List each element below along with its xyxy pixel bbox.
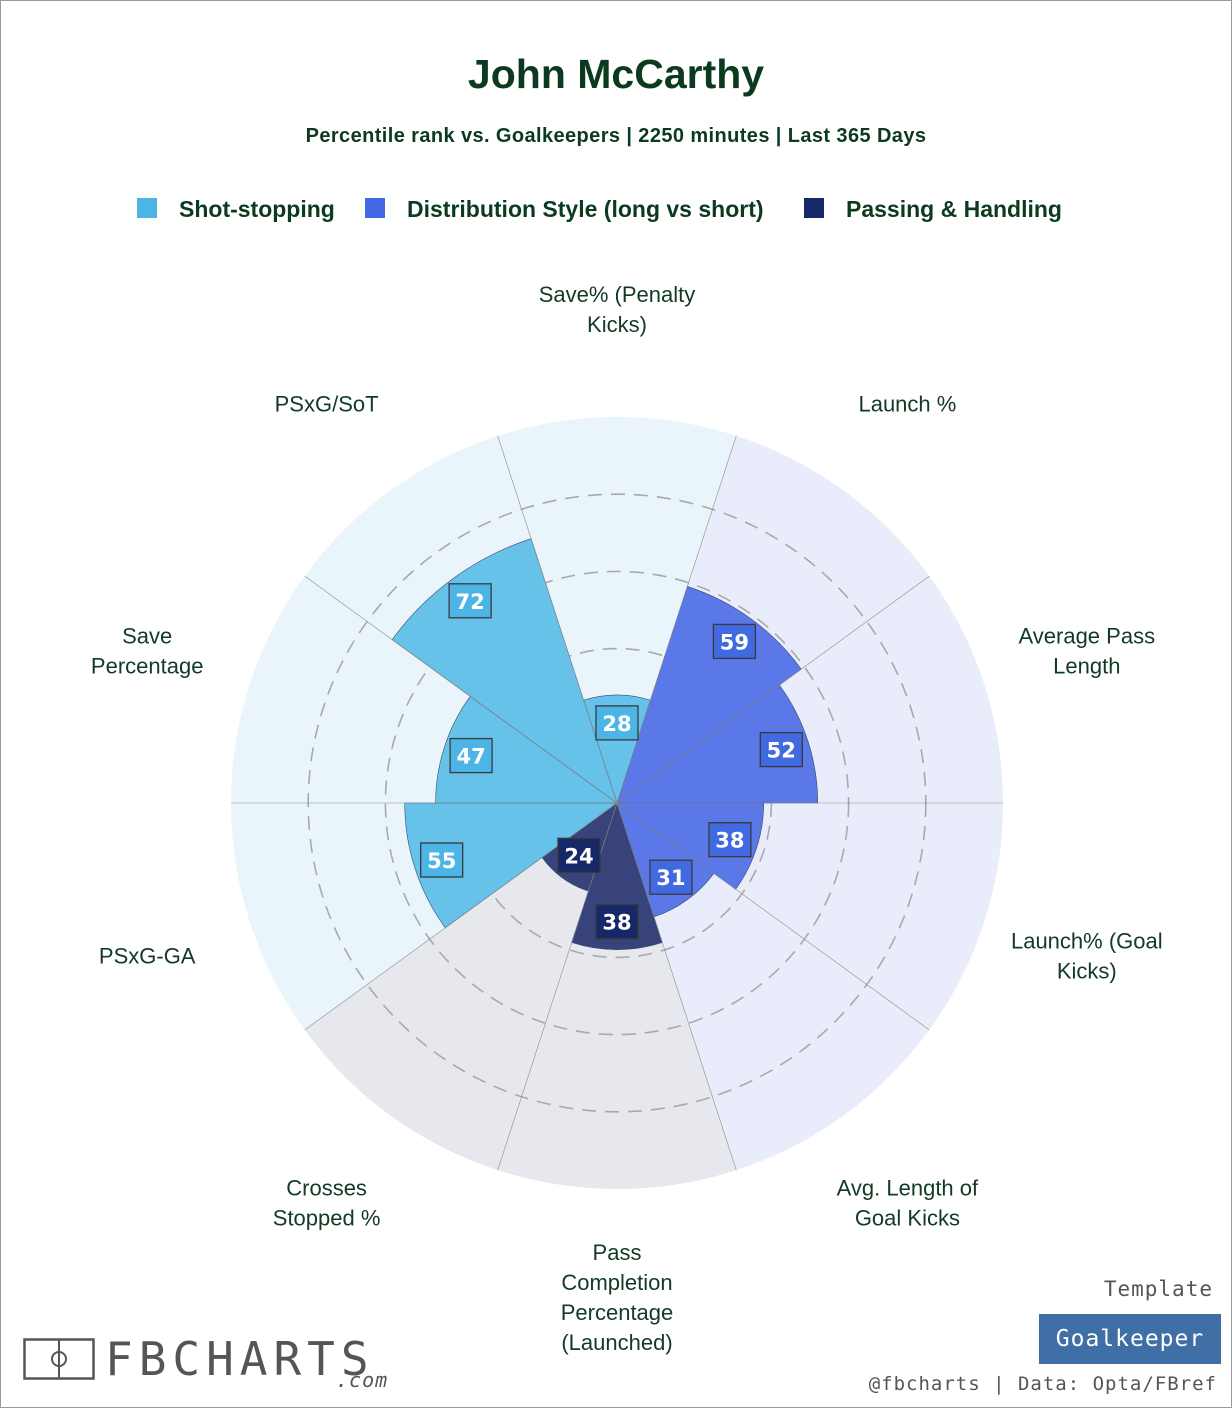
metric-label: Average Pass Length bbox=[1019, 623, 1156, 678]
value-label: 55 bbox=[427, 849, 456, 873]
legend-label: Passing & Handling bbox=[846, 196, 1062, 222]
sector-background bbox=[304, 803, 617, 1171]
bar bbox=[616, 684, 819, 804]
metric-label-line: Launch% (Goal bbox=[1011, 929, 1163, 954]
value-box bbox=[449, 737, 493, 774]
legend-swatch bbox=[137, 198, 157, 218]
metric-label-line: Avg. Length of bbox=[837, 1176, 979, 1201]
value-box bbox=[557, 837, 601, 873]
legend-swatch bbox=[804, 198, 824, 218]
value-label: 38 bbox=[715, 829, 744, 853]
value-label: 52 bbox=[767, 739, 796, 763]
metric-label: Avg. Length of Goal Kicks bbox=[837, 1176, 979, 1231]
metric-label: PSxG/SoT bbox=[275, 391, 379, 416]
value-box bbox=[448, 583, 492, 619]
metric-label-line: Pass bbox=[593, 1240, 642, 1265]
metric-label-line: Average Pass bbox=[1019, 623, 1156, 648]
sector-background bbox=[497, 803, 737, 1190]
metric-label-line: Save bbox=[122, 623, 172, 648]
value-box bbox=[712, 623, 757, 660]
value-label: 72 bbox=[455, 590, 484, 614]
legend-label: Shot-stopping bbox=[179, 196, 335, 222]
metric-label: Save% (Penalty Kicks) bbox=[539, 282, 696, 337]
sector-divider bbox=[616, 435, 737, 804]
metric-label-line: Launch % bbox=[858, 391, 956, 416]
sector-divider bbox=[616, 802, 737, 1171]
value-label: 59 bbox=[720, 630, 749, 654]
metric-label: Pass Completion Percentage (Launched) bbox=[561, 1240, 674, 1355]
value-box bbox=[595, 705, 639, 741]
bar bbox=[435, 695, 618, 804]
value-label: 24 bbox=[564, 844, 593, 868]
value-box bbox=[595, 904, 639, 940]
metric-label-line: Length bbox=[1053, 653, 1120, 678]
value-label: 38 bbox=[602, 911, 631, 935]
sector-divider bbox=[616, 575, 930, 804]
legend-label: Distribution Style (long vs short) bbox=[407, 196, 764, 222]
value-box bbox=[708, 822, 752, 858]
sector-divider bbox=[497, 435, 618, 804]
value-box bbox=[649, 859, 693, 895]
chart-subtitle: Percentile rank vs. Goalkeepers | 2250 m… bbox=[305, 125, 927, 147]
sector-divider bbox=[304, 575, 618, 804]
chart-title: John McCarthy bbox=[467, 51, 765, 97]
template-badge: Goalkeeper bbox=[1039, 1314, 1221, 1364]
metric-label-line: Percentage bbox=[91, 653, 204, 678]
metric-label: PSxG-GA bbox=[99, 944, 196, 969]
metric-label: Save Percentage bbox=[91, 623, 204, 678]
value-box bbox=[420, 842, 464, 878]
sector-background bbox=[617, 803, 930, 1171]
bar bbox=[404, 802, 618, 929]
metric-label-line: Goal Kicks bbox=[855, 1206, 960, 1231]
pitch-logo-icon bbox=[23, 1338, 95, 1380]
data-credit: @fbcharts | Data: Opta/FBref bbox=[868, 1373, 1217, 1395]
metric-label-line: Crosses bbox=[286, 1176, 367, 1201]
metric-label-line: Stopped % bbox=[273, 1206, 381, 1231]
metric-label-line: (Launched) bbox=[561, 1330, 672, 1355]
value-label: 31 bbox=[656, 866, 685, 890]
metric-label-line: Completion bbox=[561, 1270, 672, 1295]
sector-divider bbox=[616, 802, 930, 1031]
value-box bbox=[759, 731, 803, 768]
brand-name: FBCHARTS bbox=[105, 1332, 375, 1386]
value-label: 28 bbox=[602, 712, 631, 736]
bar bbox=[391, 538, 618, 804]
bar bbox=[571, 802, 663, 950]
metric-label: Launch% (Goal Kicks) bbox=[1011, 929, 1163, 984]
metric-label: Crosses Stopped % bbox=[273, 1176, 381, 1231]
sector-background bbox=[497, 416, 737, 803]
metric-label-line: PSxG-GA bbox=[99, 944, 196, 969]
metric-label-line: PSxG/SoT bbox=[275, 391, 379, 416]
metric-label-line: Percentage bbox=[561, 1300, 674, 1325]
metric-label-line: Kicks) bbox=[1057, 959, 1117, 984]
metric-label-line: Kicks) bbox=[587, 312, 647, 337]
metric-label: Launch % bbox=[858, 391, 956, 416]
template-label: Template bbox=[1103, 1277, 1213, 1301]
value-label: 47 bbox=[456, 745, 485, 769]
brand-suffix: .com bbox=[336, 1368, 389, 1392]
legend-swatch bbox=[365, 198, 385, 218]
metric-label-line: Save% (Penalty bbox=[539, 282, 696, 307]
